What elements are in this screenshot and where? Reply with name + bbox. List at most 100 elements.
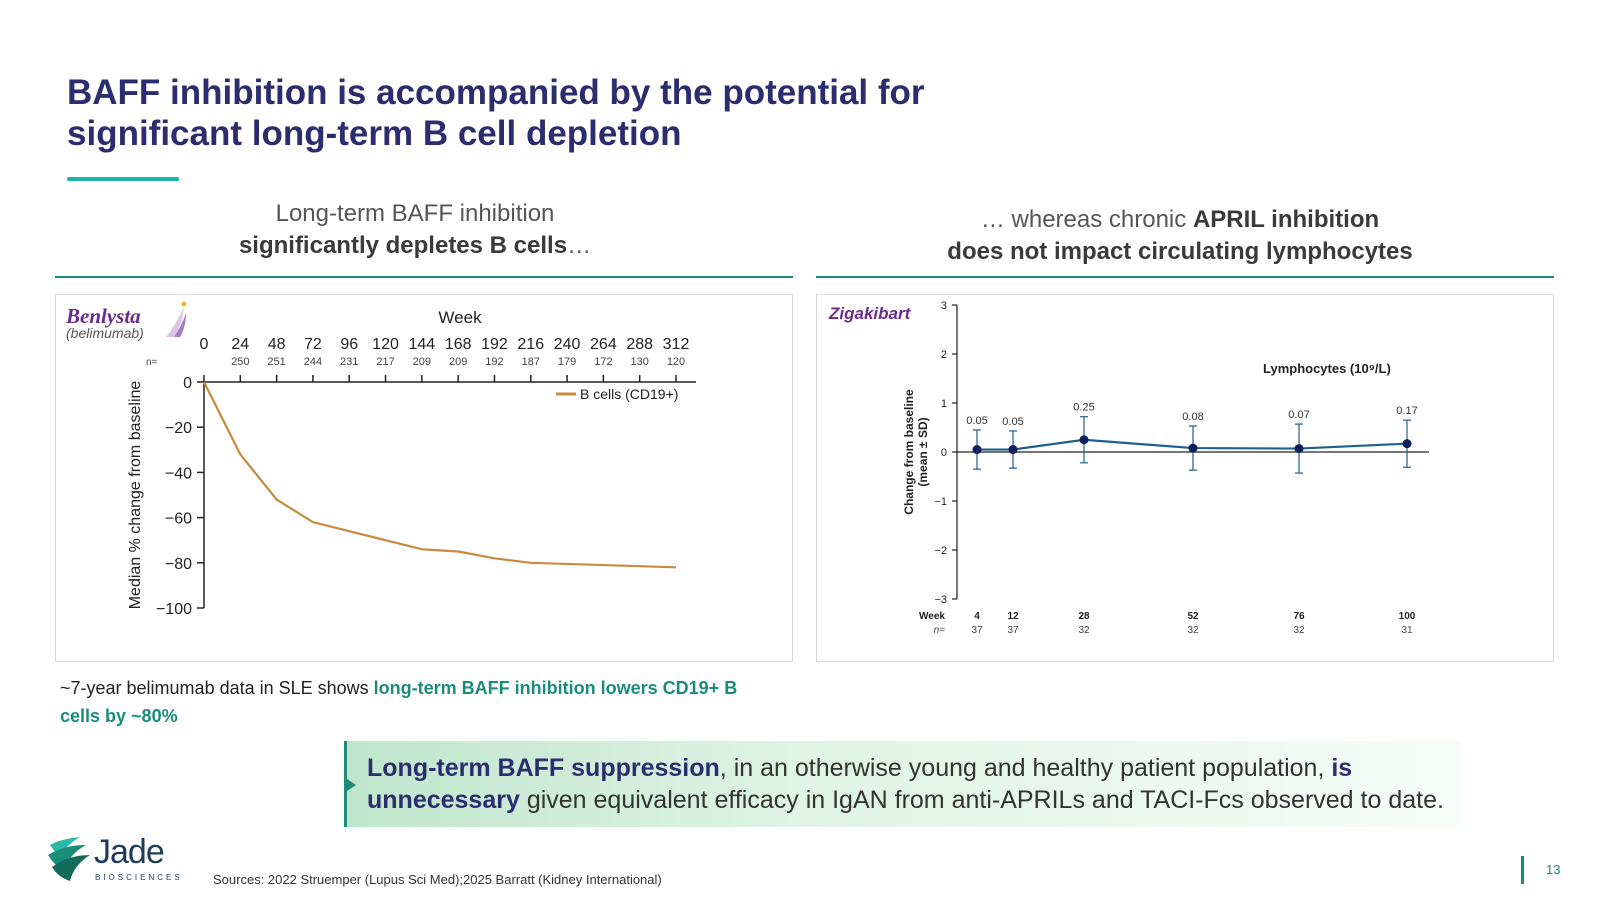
n-value: 37 [971, 625, 983, 636]
callout-text-1: , in an otherwise young and healthy pati… [719, 754, 1332, 782]
x-axis-title: Week [438, 308, 482, 327]
series-line-bcells [203, 381, 677, 569]
x-tick-label: 264 [590, 336, 617, 353]
y-tick-label: −60 [165, 511, 192, 528]
x-tick-label: 24 [231, 336, 249, 353]
n-value: 250 [231, 356, 249, 368]
y-tick-label: 2 [941, 349, 947, 361]
n-value: 244 [304, 356, 322, 368]
n-value: 209 [413, 356, 431, 368]
n-value: 32 [1293, 625, 1305, 636]
data-label: 0.05 [966, 415, 987, 427]
right-heading-line2: does not impact circulating lymphocytes [947, 238, 1413, 265]
data-point [1008, 445, 1018, 455]
n-value: 32 [1187, 625, 1199, 636]
x-tick-label: 28 [1078, 611, 1090, 622]
y-axis-title: Change from baseline(mean ± SD) [902, 389, 930, 515]
page-number-bar [1521, 856, 1524, 884]
n-value: 231 [340, 356, 358, 368]
n-label: n= [146, 357, 158, 368]
y-tick-label: −80 [165, 556, 192, 573]
sources-footnote: Sources: 2022 Struemper (Lupus Sci Med);… [213, 872, 662, 887]
title-line-1: BAFF inhibition is accompanied by the po… [67, 73, 925, 112]
n-value: 209 [449, 356, 467, 368]
page-title: BAFF inhibition is accompanied by the po… [67, 72, 1067, 154]
left-caption: ~7-year belimumab data in SLE shows long… [60, 674, 760, 730]
x-tick-label: 192 [481, 336, 508, 353]
zigakibart-chart: Zigakibart 3 2 1 0 −1 −2 −3 Change from baselin… [816, 294, 1554, 662]
right-heading-bold: APRIL inhibition [1192, 206, 1380, 233]
right-heading-prefix: … whereas chronic [980, 206, 1193, 233]
n-value: 37 [1007, 625, 1019, 636]
n-value: 130 [631, 356, 649, 368]
x-tick-label: 12 [1007, 611, 1019, 622]
y-tick-label: −1 [934, 496, 947, 508]
x-tick-label: 240 [554, 336, 581, 353]
left-heading-bold: significantly depletes B cells [238, 232, 568, 259]
x-tick-label: 72 [304, 336, 322, 353]
y-axis-title-line1: Change from baseline [902, 389, 916, 515]
title-underline [67, 177, 179, 181]
n-value: 172 [594, 356, 612, 368]
left-panel-rule [55, 276, 793, 278]
callout-text: Long-term BAFF suppression, in an otherw… [367, 752, 1457, 816]
x-tick-label: 216 [517, 336, 544, 353]
logo-word: Jade [94, 833, 165, 871]
y-tick-label: −2 [934, 545, 947, 557]
data-point [1079, 435, 1089, 445]
callout-bold-1: Long-term BAFF suppression [367, 754, 720, 782]
y-axis-title-line2: (mean ± SD) [916, 417, 930, 486]
y-tick-label: −40 [165, 465, 192, 482]
n-value: 31 [1401, 625, 1413, 636]
logo-subtitle: BIOSCIENCES [95, 873, 183, 882]
n-value: 217 [376, 356, 394, 368]
benlysta-logo-mark [166, 301, 187, 337]
y-axis-title: Median % change from baseline [127, 381, 144, 610]
x-tick-label: 48 [268, 336, 286, 353]
n-value: 120 [667, 356, 685, 368]
y-tick-label: −20 [165, 420, 192, 437]
y-tick-label: 0 [941, 447, 947, 459]
x-axis-title: Week [919, 611, 945, 622]
callout-text-2: given equivalent efficacy in IgAN from a… [519, 786, 1444, 814]
n-value: 32 [1078, 625, 1090, 636]
n-label: n= [934, 625, 946, 636]
data-label: 0.07 [1288, 409, 1309, 421]
y-tick-label: 3 [941, 300, 947, 312]
y-tick-label: 1 [941, 398, 947, 410]
x-tick-label: 96 [340, 336, 358, 353]
data-label: 0.25 [1073, 402, 1094, 414]
zigakibart-brand: Zigakibart [828, 304, 912, 323]
callout-bold-2: is unnecessary [367, 754, 1353, 814]
right-panel-heading: … whereas chronic APRIL inhibition does … [820, 204, 1540, 268]
n-value: 179 [558, 356, 576, 368]
y-tick-label: 0 [183, 375, 192, 392]
right-panel-rule [816, 276, 1554, 278]
x-tick-label: 312 [663, 336, 690, 353]
x-tick-label: 4 [974, 611, 980, 622]
y-tick-label: −100 [156, 601, 192, 618]
data-label: 0.05 [1002, 416, 1023, 428]
jade-logo: Jade BIOSCIENCES [46, 833, 186, 887]
n-value: 251 [267, 356, 285, 368]
x-tick-label: 52 [1187, 611, 1199, 622]
left-heading-line1: Long-term BAFF inhibition [275, 200, 555, 227]
callout-arrow-icon [347, 779, 356, 791]
data-point [1294, 444, 1304, 454]
left-panel-heading: Long-term BAFF inhibition significantly … [55, 198, 775, 262]
benlysta-chart-svg: Benlysta (belimumab) Week n= 0 24 250 48 251 72… [65, 301, 696, 618]
x-tick-label: 76 [1293, 611, 1305, 622]
series-annotation: Lymphocytes (10⁹/L) [1263, 361, 1391, 376]
n-value: 187 [522, 356, 540, 368]
page-number: 13 [1546, 862, 1561, 877]
data-label: 0.17 [1396, 405, 1417, 417]
y-tick-label: −3 [934, 594, 947, 606]
legend-label: B cells (CD19+) [580, 386, 678, 402]
data-point [1402, 439, 1412, 449]
x-tick-label: 288 [626, 336, 653, 353]
n-value: 192 [485, 356, 503, 368]
benlysta-brand-sub: (belimumab) [66, 325, 144, 341]
data-point [972, 445, 982, 455]
left-heading-tail: … [567, 232, 592, 259]
